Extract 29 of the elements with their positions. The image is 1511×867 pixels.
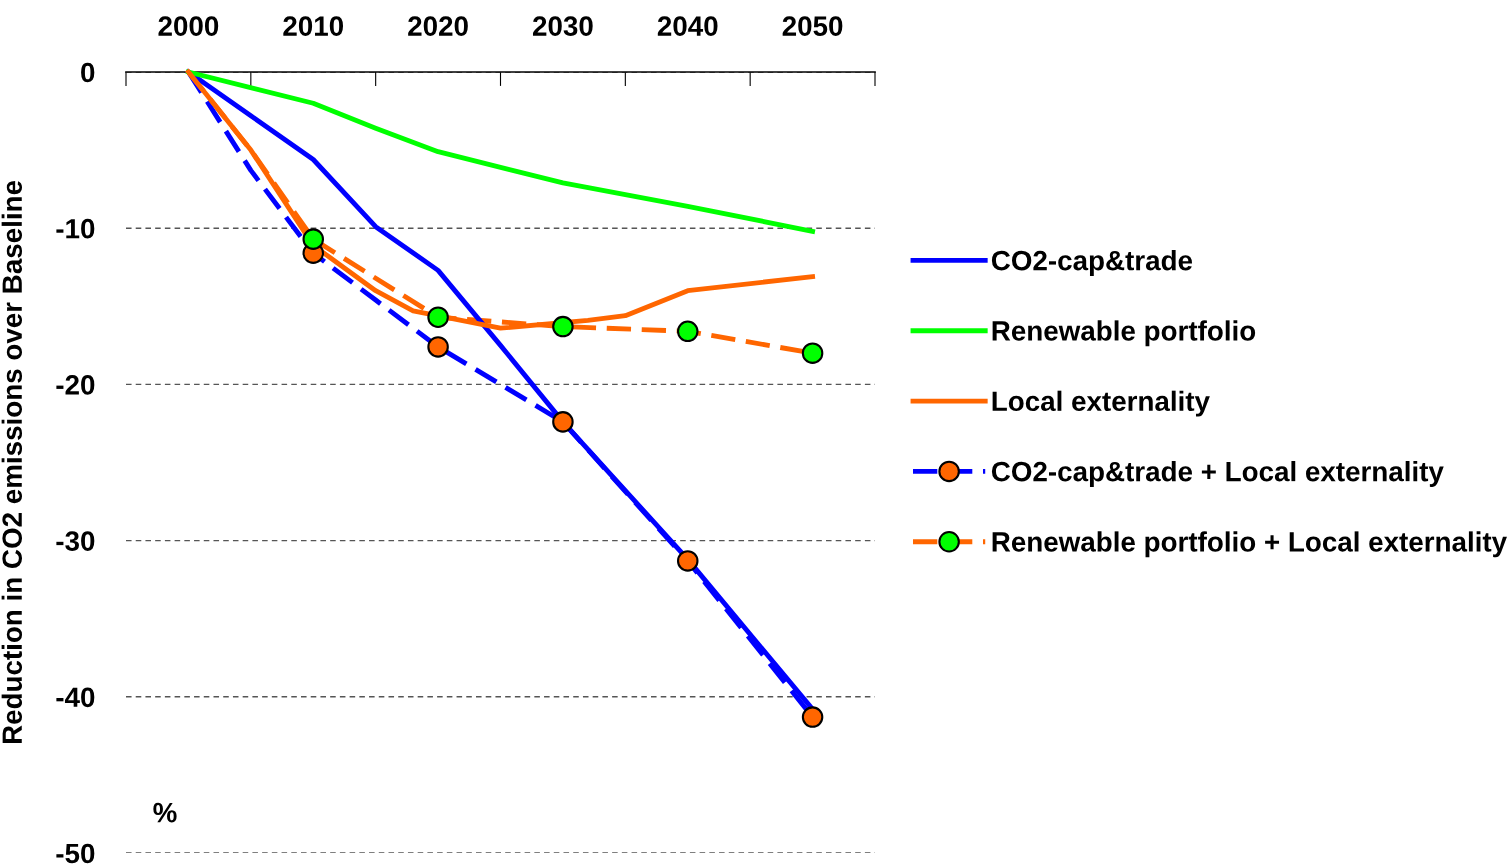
point [427, 336, 449, 358]
point [552, 411, 574, 433]
point [676, 550, 699, 572]
x-tick-label: 2010 [283, 16, 344, 36]
legend-label: Renewable portfolio + Local externality [992, 531, 1507, 558]
y-axis-title: Reduction in CO2 emissions over Baseline [1, 180, 23, 744]
x-tick-label: 2050 [782, 16, 843, 36]
point [676, 320, 699, 343]
y-tick-label: -20 [56, 375, 95, 395]
point [302, 228, 325, 250]
y-tick-label: 0 [81, 62, 95, 83]
legend-label: Local externality [992, 390, 1210, 417]
point [801, 342, 824, 364]
point [552, 315, 574, 338]
legend-label: Renewable portfolio [992, 320, 1256, 347]
point [427, 306, 449, 328]
legend-label: CO2-cap&trade + Local externality [991, 461, 1444, 487]
y-tick-label: -40 [56, 687, 95, 708]
x-tick-label: 2020 [408, 16, 468, 36]
x-tick-label: 2040 [657, 16, 718, 36]
line-series [185, 69, 816, 234]
point [801, 706, 824, 728]
x-tick-label: 2000 [158, 16, 219, 36]
legend-label: CO2-cap&trade [991, 250, 1193, 276]
y-tick-label: -10 [56, 218, 95, 239]
y-tick-label: -50 [56, 843, 95, 864]
annotation: % [153, 802, 177, 823]
x-tick-label: 2030 [532, 16, 593, 36]
y-tick-label: -30 [56, 531, 95, 551]
